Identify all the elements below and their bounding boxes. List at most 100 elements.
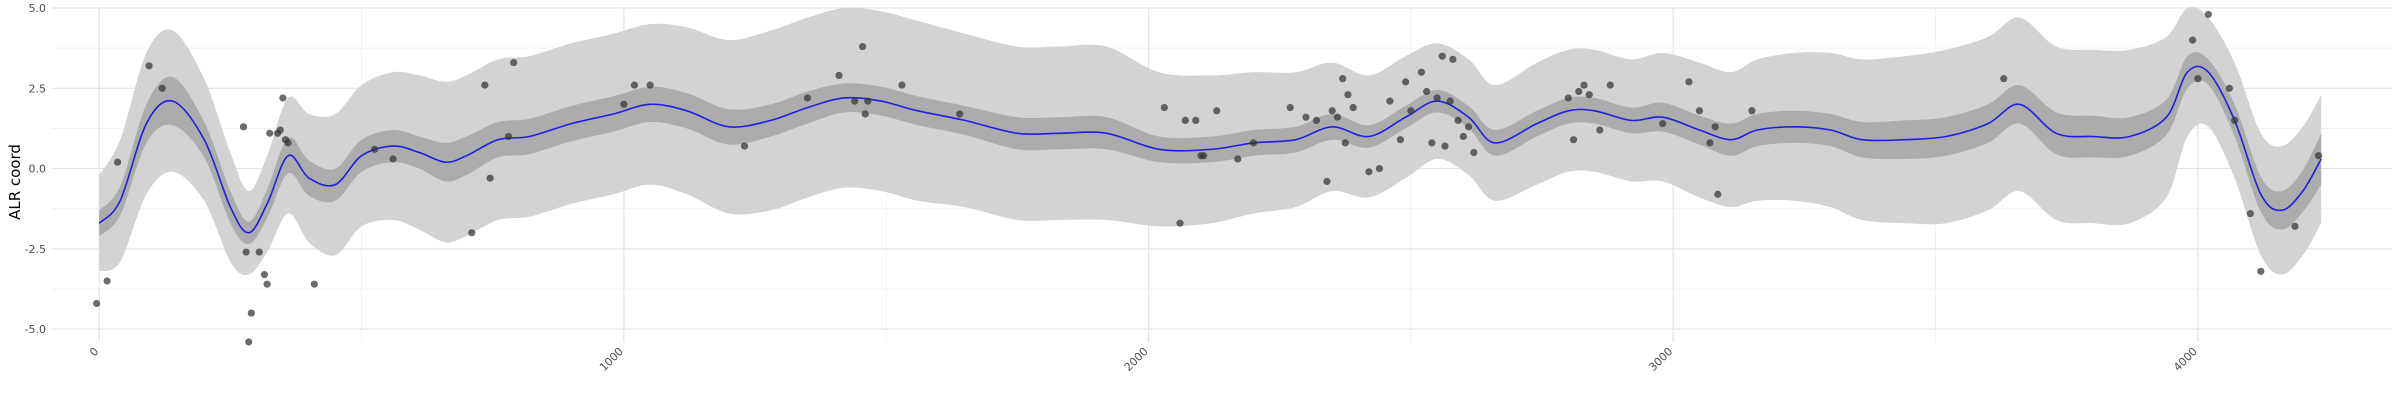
x-tick-label: 2000 [1122,345,1151,374]
data-point [1365,168,1373,176]
data-point [145,62,153,70]
data-point [1181,116,1189,125]
data-point [1575,87,1583,96]
data-point [1470,148,1478,157]
data-point [1441,142,1449,150]
x-tick-label: 3000 [1646,345,1675,374]
data-point [103,277,111,285]
data-point [1454,116,1462,125]
data-point [1386,97,1394,105]
data-points [92,10,2323,346]
data-point [389,155,397,163]
data-point [2194,75,2202,83]
data-point [2246,209,2254,218]
data-point [1580,81,1588,89]
data-point [92,299,101,308]
confidence-bands [99,6,2322,276]
data-point [1328,107,1336,115]
data-point [1333,113,1342,121]
data-point [2314,152,2323,160]
data-point [279,94,287,102]
data-point [620,100,628,108]
inner-confidence-band [99,52,2322,245]
data-point [510,58,518,67]
data-point [239,123,248,131]
data-point [861,110,869,118]
y-tick-label: 2.5 [29,82,47,95]
smooth-line [98,65,2322,234]
y-tick-label: -5.0 [25,323,46,336]
data-point [2000,75,2008,83]
x-tick-label: 1000 [597,345,626,374]
smooth-line-layer [98,65,2322,234]
data-point [1349,103,1357,112]
data-point [284,139,292,147]
data-point [1417,68,1425,76]
data-point [630,81,638,89]
data-point [2257,267,2265,275]
data-point [851,97,859,105]
data-point [1396,136,1404,144]
data-point [1192,116,1200,125]
data-point [255,248,263,256]
data-point [1428,139,1436,147]
x-tick-label: 0 [87,345,101,359]
data-point [1341,139,1349,147]
data-point [1213,107,1221,115]
data-point [1438,52,1446,60]
data-point [1585,91,1593,99]
data-point [1423,87,1431,96]
data-point [2189,36,2197,44]
data-point [1446,97,1454,105]
data-point [1659,120,1667,128]
data-point [1569,136,1578,144]
data-point [803,94,812,102]
data-point [898,81,906,89]
data-point [1711,123,1719,131]
y-axis-title: ALR coord [6,144,24,220]
data-point [113,158,122,166]
data-point [1302,113,1310,121]
data-point [2225,84,2233,92]
data-point [956,110,964,118]
data-point [1344,91,1352,99]
data-point [310,280,318,288]
data-point [1286,103,1294,112]
data-point [1564,94,1572,102]
data-point [2204,10,2212,19]
data-point [247,309,255,317]
y-tick-label: 5.0 [29,2,47,15]
data-point [242,248,250,256]
data-point [864,97,872,105]
data-point [1706,139,1714,147]
data-point [1200,152,1208,160]
data-point [260,270,269,279]
data-point [1695,107,1704,115]
data-point [1249,139,1258,147]
data-point [371,145,379,153]
data-point [1748,107,1756,115]
data-point [1433,94,1441,102]
data-point [835,71,843,80]
data-point [263,280,271,288]
data-point [740,142,749,150]
data-point [486,174,494,182]
data-point [1402,78,1410,86]
data-point [1312,116,1321,125]
data-point [646,81,654,89]
data-point [1339,75,1347,83]
data-point [1464,123,1473,131]
data-point [2291,222,2299,230]
data-point [1160,103,1168,112]
data-point [1323,177,1331,186]
x-tick-label: 4000 [2171,345,2200,374]
data-point [1234,155,1242,163]
data-point [481,81,489,89]
data-point [1449,55,1457,63]
data-point [1606,81,1614,89]
data-point [859,42,867,51]
data-point [245,338,253,346]
data-point [1459,132,1467,141]
